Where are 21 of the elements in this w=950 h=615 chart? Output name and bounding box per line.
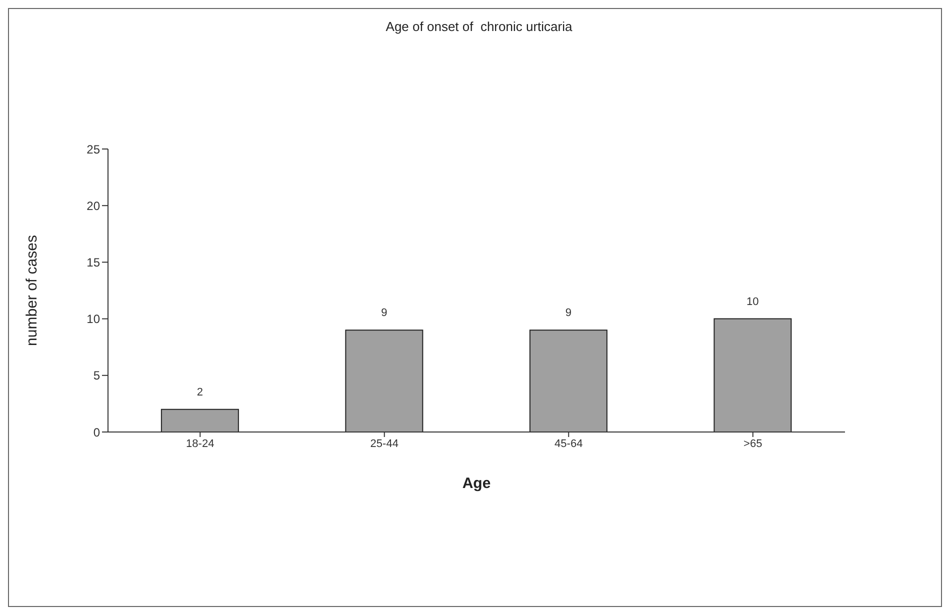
y-tick-label: 25 (86, 142, 100, 156)
x-tick-label: >65 (744, 438, 762, 450)
data-label: 9 (565, 307, 572, 320)
y-axis-title: number of cases (23, 235, 40, 346)
y-tick-label: 5 (93, 368, 100, 383)
bar (529, 330, 608, 432)
x-axis-title: Age (462, 475, 491, 492)
y-tick-label: 0 (93, 425, 100, 440)
data-label: 10 (746, 296, 759, 308)
x-tick-label: 25-44 (370, 438, 398, 450)
data-label: 2 (196, 386, 203, 398)
y-tick-label: 10 (86, 312, 100, 326)
bar (714, 318, 792, 432)
x-tick-label: 18-24 (186, 438, 214, 450)
y-tick-label: 20 (86, 198, 100, 213)
data-label: 9 (381, 307, 388, 320)
y-tick-label: 15 (86, 255, 100, 270)
bar (345, 330, 424, 432)
chart-title: Age of onset of chronic urticaria (384, 19, 574, 34)
bar (160, 408, 239, 432)
x-tick-label: 45-64 (554, 438, 583, 450)
